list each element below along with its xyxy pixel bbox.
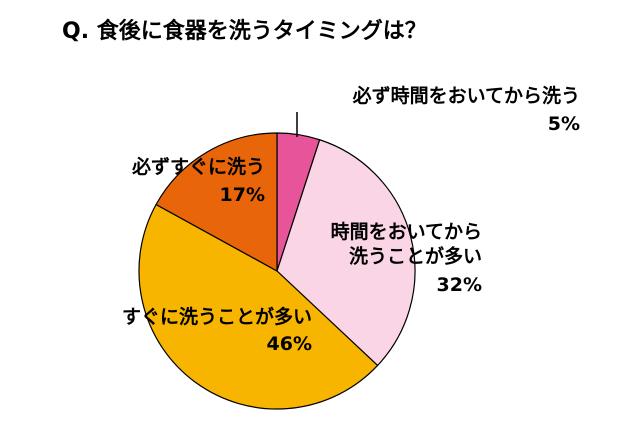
slice-label: 時間をおいてから洗うことが多い (331, 221, 482, 268)
value-label: 5% (548, 113, 580, 135)
slice-label: 必ずすぐに洗う (131, 155, 265, 178)
pie-slice (155, 132, 278, 273)
slice-label: 必ず時間をおいてから洗う (352, 84, 580, 107)
pie-slice (138, 203, 379, 410)
slice-label: すぐに洗うことが多い (122, 305, 312, 328)
value-label: 32% (437, 274, 482, 296)
value-label: 17% (220, 184, 265, 206)
value-label: 46% (267, 333, 312, 355)
pie-slice (276, 138, 416, 367)
chart-title: Q. 食後に食器を洗うタイミングは？ (62, 18, 427, 44)
